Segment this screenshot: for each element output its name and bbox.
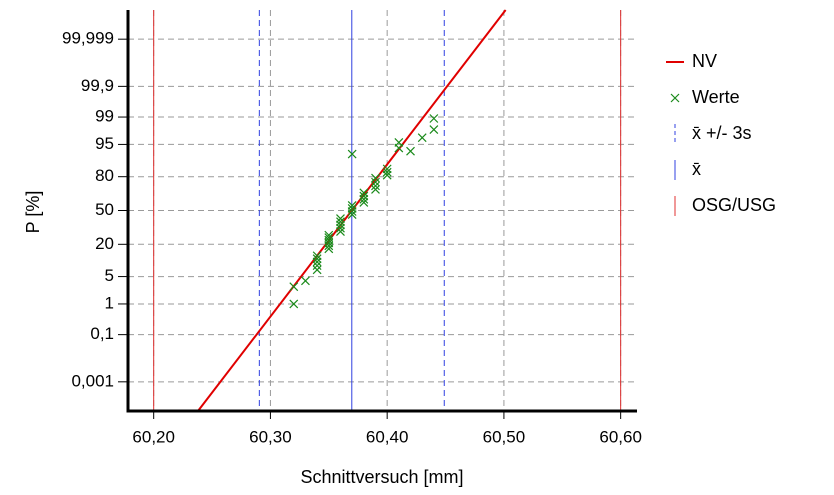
data-point <box>312 254 322 264</box>
data-point <box>394 137 404 147</box>
legend-label: NV <box>692 51 717 71</box>
data-point <box>347 149 357 159</box>
y-tick-label: 1 <box>105 293 114 312</box>
data-point <box>336 214 345 224</box>
x-axis-label: Schnittversuch [mm] <box>300 467 463 487</box>
data-point <box>382 167 392 177</box>
data-point <box>429 125 439 135</box>
data-point <box>336 223 345 233</box>
legend-label: OSG/USG <box>692 195 776 215</box>
y-tick-label: 0,001 <box>71 371 114 390</box>
legend-label: x̄ <box>692 159 701 179</box>
y-tick-label: 99 <box>95 107 114 126</box>
data-point <box>336 220 345 230</box>
x-tick-label: 60,20 <box>132 427 175 446</box>
data-point <box>336 217 345 227</box>
data-point <box>417 133 427 143</box>
data-point <box>406 146 415 156</box>
data-point <box>312 265 322 275</box>
data-point <box>359 194 369 204</box>
data-point <box>429 114 439 123</box>
y-tick-label: 20 <box>95 234 114 253</box>
y-tick-label: 5 <box>105 266 114 285</box>
data-point <box>371 181 380 191</box>
data-point <box>301 276 310 286</box>
data-point <box>371 185 380 194</box>
data-point <box>312 257 322 267</box>
data-point <box>359 188 369 198</box>
x-tick-label: 60,30 <box>249 427 292 446</box>
y-tick-label: 0,1 <box>90 324 114 343</box>
data-point <box>347 201 357 210</box>
x-tick-label: 60,40 <box>366 427 409 446</box>
data-point <box>336 227 345 236</box>
x-tick-label: 60,50 <box>483 427 526 446</box>
y-tick-label: 99,999 <box>62 29 114 48</box>
data-point <box>382 170 392 180</box>
y-axis-label: P [%] <box>23 191 43 234</box>
data-point <box>312 251 322 261</box>
data-point <box>324 230 334 240</box>
data-point <box>347 204 357 213</box>
legend-swatch <box>670 93 680 103</box>
data-point <box>312 261 322 271</box>
data-point <box>359 197 369 207</box>
data-point <box>371 173 380 183</box>
x-tick-label: 60,60 <box>599 427 642 446</box>
legend-label: x̄ +/- 3s <box>692 123 752 143</box>
y-tick-label: 95 <box>95 134 114 153</box>
y-tick-label: 99,9 <box>81 76 114 95</box>
legend-label: Werte <box>692 87 740 107</box>
data-point <box>359 191 369 201</box>
data-point <box>382 164 392 174</box>
data-point <box>371 177 380 187</box>
data-point <box>289 282 299 292</box>
y-tick-label: 50 <box>95 200 114 219</box>
y-tick-label: 80 <box>95 166 114 185</box>
data-point <box>324 233 334 243</box>
data-point <box>289 299 299 309</box>
